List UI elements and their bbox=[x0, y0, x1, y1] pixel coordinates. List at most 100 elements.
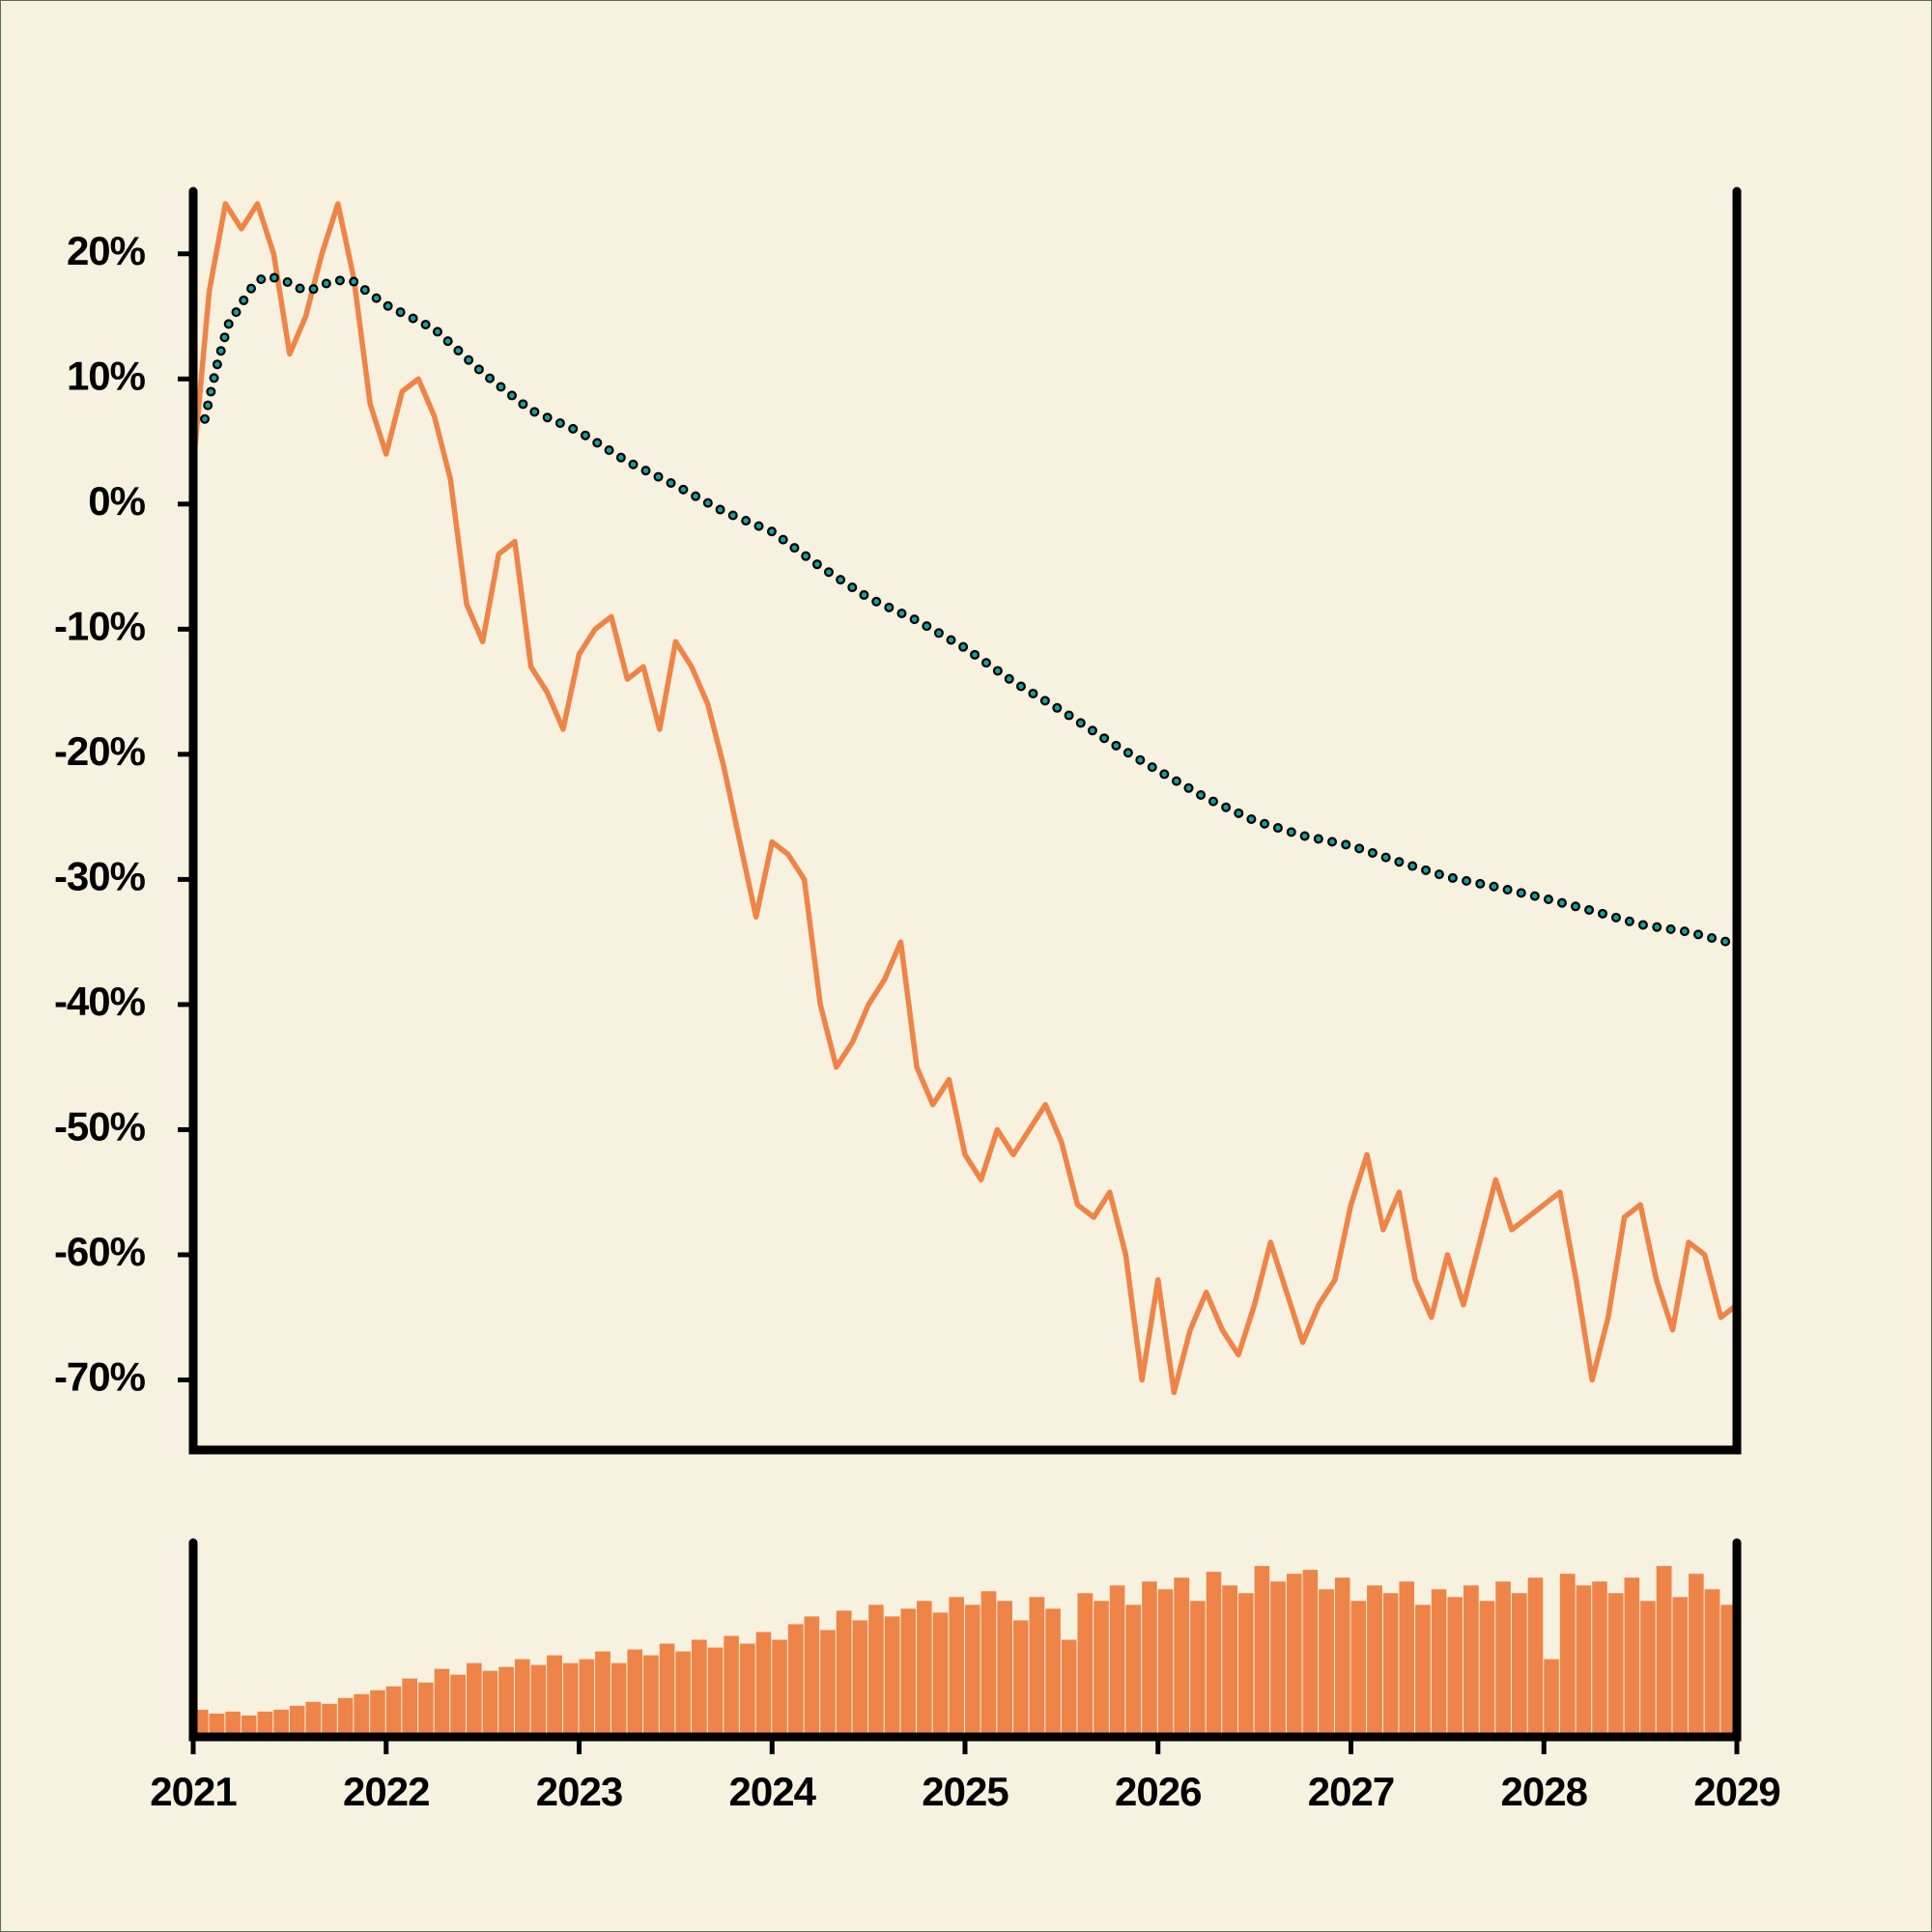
volume-bar bbox=[836, 1610, 852, 1737]
axis-labels: 20% 10% 0% -10% -20% -30% -40% -50% -60% -70% 2021… bbox=[54, 228, 1781, 1814]
x-tick-label: 2021 bbox=[150, 1769, 237, 1814]
volume-bar bbox=[305, 1701, 322, 1737]
volume-bar bbox=[965, 1605, 980, 1737]
volume-bar bbox=[997, 1601, 1012, 1737]
volume-bar bbox=[530, 1664, 547, 1737]
volume-bar bbox=[1222, 1585, 1238, 1737]
volume-bar bbox=[547, 1655, 562, 1737]
dotted-line bbox=[202, 273, 1737, 948]
volume-bar bbox=[370, 1690, 385, 1737]
volume-bar bbox=[804, 1616, 820, 1737]
volume-bar bbox=[724, 1635, 739, 1737]
volume-bar bbox=[707, 1647, 724, 1737]
volume-bar bbox=[418, 1682, 434, 1737]
top-axes bbox=[188, 186, 1742, 1455]
volume-bar bbox=[1094, 1601, 1109, 1737]
volume-bar bbox=[562, 1662, 579, 1737]
volume-bar bbox=[917, 1601, 932, 1737]
y-tick-label: -10% bbox=[54, 603, 146, 648]
y-tick-label: 10% bbox=[67, 353, 146, 398]
volume-bar bbox=[257, 1711, 273, 1737]
volume-bar bbox=[1142, 1581, 1157, 1737]
volume-bar bbox=[1656, 1566, 1672, 1737]
volume-bar bbox=[467, 1662, 482, 1737]
x-tick-label: 2024 bbox=[729, 1769, 817, 1814]
y-tick-label: 0% bbox=[88, 478, 145, 524]
y-tick-label: -30% bbox=[54, 853, 146, 898]
volume-bar bbox=[1431, 1589, 1447, 1737]
volume-bar bbox=[1077, 1593, 1094, 1737]
volume-bar bbox=[209, 1713, 225, 1737]
volume-bar bbox=[1704, 1589, 1720, 1737]
volume-bar bbox=[1624, 1577, 1640, 1737]
volume-bar bbox=[772, 1639, 787, 1737]
volume-bar bbox=[1415, 1605, 1431, 1737]
volume-bar bbox=[787, 1624, 804, 1737]
volume-bar bbox=[402, 1678, 418, 1737]
volume-bar bbox=[1527, 1577, 1544, 1737]
volume-bar bbox=[1495, 1581, 1511, 1737]
volume-bar bbox=[1125, 1605, 1142, 1737]
volume-bar bbox=[1029, 1597, 1045, 1737]
volume-bar bbox=[450, 1674, 467, 1737]
volume-bar bbox=[1350, 1601, 1367, 1737]
volume-bar bbox=[1544, 1659, 1559, 1737]
volume-bar bbox=[611, 1662, 627, 1737]
volume-bar bbox=[1334, 1577, 1350, 1737]
volume-bar bbox=[1559, 1574, 1576, 1737]
volume-bar bbox=[932, 1612, 949, 1737]
volume-bar bbox=[627, 1649, 643, 1737]
volume-bar bbox=[659, 1643, 675, 1737]
volume-bar bbox=[1720, 1605, 1737, 1737]
volume-bar bbox=[852, 1620, 868, 1737]
volume-bar bbox=[949, 1597, 964, 1737]
volume-bar bbox=[514, 1659, 530, 1737]
volume-bar bbox=[241, 1715, 257, 1737]
volume-bar bbox=[1479, 1601, 1495, 1737]
volume-bar bbox=[1576, 1585, 1592, 1737]
volume-bar bbox=[884, 1616, 900, 1737]
volume-bar bbox=[1447, 1597, 1463, 1737]
volume-bar bbox=[1270, 1581, 1286, 1737]
volume-bar bbox=[1399, 1581, 1415, 1737]
x-tick-label: 2025 bbox=[922, 1769, 1009, 1814]
price-plot bbox=[193, 201, 1737, 1396]
volume-bar bbox=[1382, 1593, 1399, 1737]
y-tick-label: -20% bbox=[54, 728, 146, 774]
volume-bar bbox=[868, 1605, 884, 1737]
volume-bar bbox=[1254, 1566, 1270, 1737]
volume-bar bbox=[1607, 1593, 1624, 1737]
volume-plot bbox=[193, 1566, 1737, 1737]
volume-bar bbox=[691, 1639, 707, 1737]
volume-bar bbox=[739, 1643, 755, 1737]
volume-bar bbox=[498, 1666, 514, 1737]
volume-bar bbox=[1367, 1585, 1382, 1737]
volume-bar bbox=[434, 1668, 450, 1737]
volume-bar bbox=[1012, 1620, 1029, 1737]
volume-bar bbox=[273, 1709, 289, 1737]
x-tick-label: 2023 bbox=[536, 1769, 622, 1814]
volume-bar bbox=[980, 1591, 997, 1737]
x-tick-label: 2026 bbox=[1115, 1769, 1201, 1814]
volume-bar bbox=[1045, 1608, 1061, 1737]
volume-bar bbox=[1592, 1581, 1607, 1737]
x-tick-label: 2027 bbox=[1308, 1769, 1394, 1814]
volume-bar bbox=[1061, 1639, 1077, 1737]
volume-bar bbox=[337, 1697, 354, 1737]
volume-bar bbox=[289, 1705, 305, 1737]
y-tick-label: -60% bbox=[54, 1229, 146, 1274]
volume-bar bbox=[1689, 1574, 1704, 1737]
line bbox=[193, 201, 1737, 1396]
volume-bar bbox=[1511, 1593, 1527, 1737]
volume-bar bbox=[755, 1632, 772, 1737]
volume-bar bbox=[354, 1693, 370, 1737]
volume-bar bbox=[225, 1711, 241, 1737]
y-tick-label: -50% bbox=[54, 1104, 146, 1150]
volume-bar bbox=[1174, 1577, 1190, 1737]
volume-bar bbox=[1206, 1572, 1222, 1737]
volume-bar bbox=[579, 1659, 595, 1737]
volume-bar bbox=[1302, 1570, 1319, 1737]
x-tick-label: 2022 bbox=[343, 1769, 429, 1814]
volume-bar bbox=[482, 1670, 498, 1737]
